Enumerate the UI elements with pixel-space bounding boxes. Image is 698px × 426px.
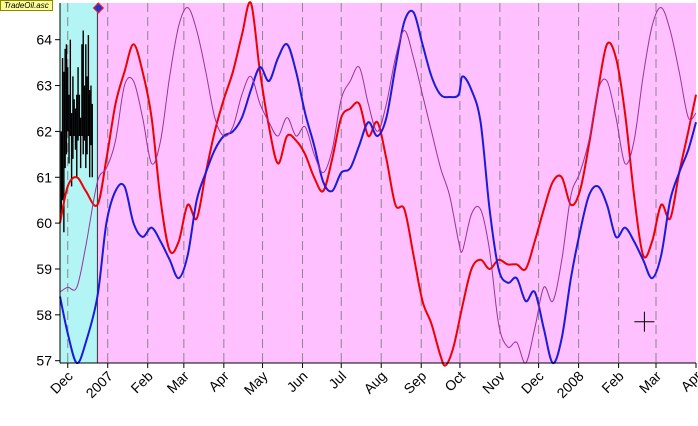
- x-tick-label-5: May: [241, 368, 271, 398]
- x-tick-label-8: Aug: [360, 368, 389, 397]
- x-tick-label-9: Sep: [400, 368, 429, 397]
- y-tick-label-7: 64: [36, 32, 52, 48]
- chart-overlays: [92, 2, 655, 332]
- series-line-1: [59, 9, 697, 365]
- x-tick-label-6: Jun: [283, 368, 310, 395]
- y-tick-label-0: 57: [36, 353, 52, 369]
- series-line-2: [59, 7, 697, 364]
- y-tick-label-3: 60: [36, 215, 52, 231]
- x-tick-label-1: 2007: [83, 368, 116, 401]
- price-history-bars: [60, 30, 93, 233]
- file-name-label[interactable]: TradeOil.asc: [0, 0, 53, 11]
- x-tick-label-14: Feb: [598, 368, 627, 397]
- y-tick-label-5: 62: [36, 123, 52, 139]
- x-tick-label-2: Feb: [127, 368, 156, 397]
- series-lines: [59, 1, 697, 367]
- x-tick-label-0: Dec: [47, 368, 76, 397]
- marker-diamond: [92, 2, 105, 14]
- x-tick-label-10: Oct: [441, 368, 468, 395]
- x-tick-label-12: Dec: [518, 368, 547, 397]
- vertical-gridlines: [67, 3, 657, 363]
- x-tick-label-3: Mar: [164, 368, 193, 397]
- x-tick-label-4: Apr: [205, 368, 232, 395]
- series-line-0: [59, 1, 697, 367]
- y-tick-label-1: 58: [36, 307, 52, 323]
- x-tick-label-11: Nov: [479, 368, 508, 397]
- y-tick-label-4: 61: [36, 169, 52, 185]
- x-tick-label-7: Jul: [325, 368, 349, 392]
- plot-background: [60, 3, 697, 363]
- x-tick-label-13: 2008: [553, 368, 586, 401]
- y-axis-ticks: 57 58 59 60 61 62 63 64: [36, 32, 60, 369]
- x-tick-label-15: Mar: [636, 368, 665, 397]
- y-tick-label-6: 63: [36, 78, 52, 94]
- x-tick-label-16: Apr: [677, 368, 698, 395]
- x-axis-ticks: Dec 2007 Feb Mar Apr May Jun Jul Aug Sep Oct Nov Dec…: [47, 363, 698, 401]
- y-tick-label-2: 59: [36, 261, 52, 277]
- axes: [59, 3, 696, 364]
